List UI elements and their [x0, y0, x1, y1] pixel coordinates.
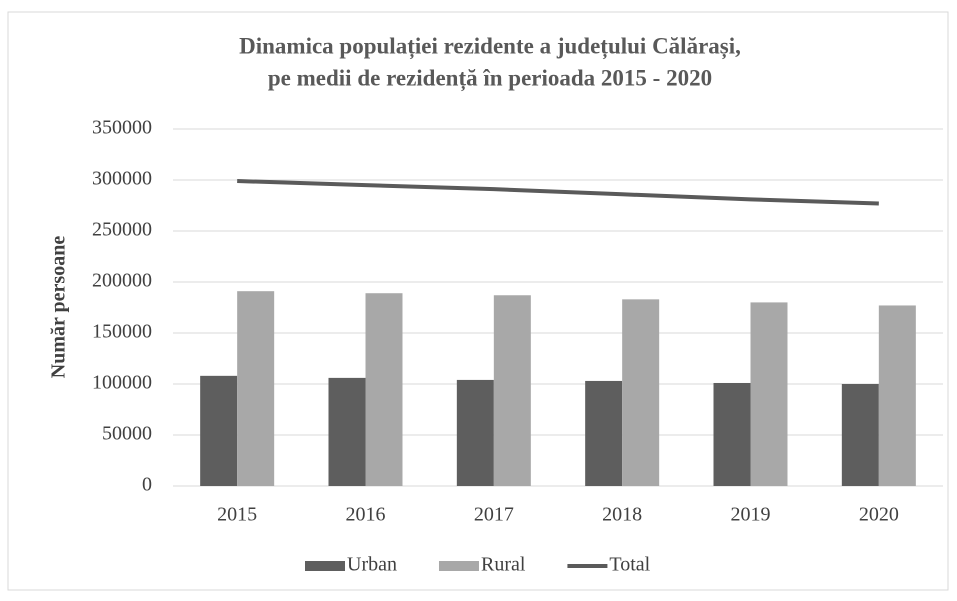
y-tick-label: 150000 — [92, 321, 152, 343]
chart-subtitle: pe medii de rezidență în perioada 2015 -… — [268, 65, 712, 91]
bar — [585, 380, 623, 486]
legend-label: Rural — [481, 554, 526, 576]
x-tick-label: 2015 — [217, 504, 257, 526]
bar — [328, 377, 366, 486]
bar — [622, 299, 660, 486]
legend-label: Urban — [347, 554, 397, 576]
legend-label: Total — [609, 554, 650, 576]
y-tick-label: 300000 — [92, 168, 152, 190]
x-tick-label: 2016 — [346, 504, 386, 526]
y-tick-label: 200000 — [92, 270, 152, 292]
y-tick-label: 250000 — [92, 219, 152, 241]
x-tick-label: 2020 — [859, 504, 899, 526]
bar — [200, 375, 238, 486]
bar — [841, 384, 879, 486]
x-tick-label: 2018 — [602, 504, 642, 526]
y-tick-label: 350000 — [92, 117, 152, 139]
bar — [456, 379, 494, 486]
y-tick-label: 0 — [142, 474, 152, 496]
legend-swatch — [438, 561, 479, 571]
bar — [878, 305, 916, 486]
y-axis-label: Număr persoane — [48, 236, 70, 379]
bar — [493, 295, 531, 486]
bar — [713, 382, 751, 486]
y-tick-label: 50000 — [102, 423, 152, 445]
x-tick-label: 2017 — [474, 504, 514, 526]
line-series — [237, 179, 879, 206]
chart-border — [7, 11, 949, 591]
bar — [750, 302, 788, 486]
x-tick-label: 2019 — [731, 504, 771, 526]
bar — [365, 293, 403, 486]
chart-title: Dinamica populației rezidente a județulu… — [239, 33, 741, 59]
bar — [237, 291, 275, 486]
legend-swatch — [305, 561, 345, 571]
y-tick-label: 100000 — [92, 372, 152, 394]
